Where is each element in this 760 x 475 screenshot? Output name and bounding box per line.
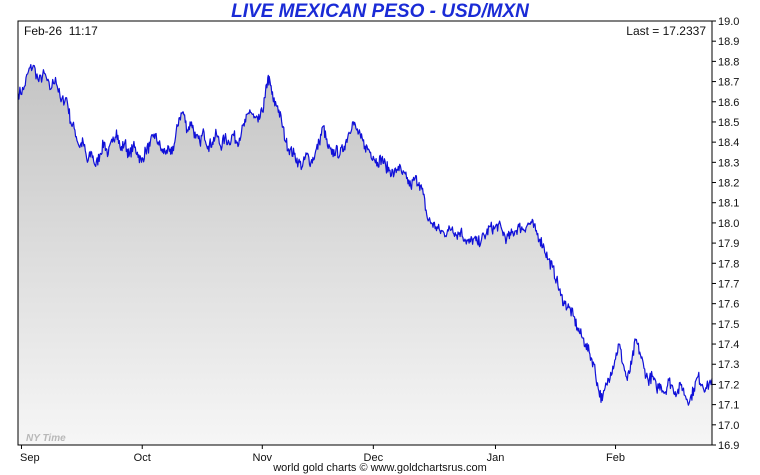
y-tick-label: 17.5: [718, 319, 739, 331]
y-tick-label: 18.8: [718, 56, 739, 68]
header-timestamp: Feb-26 11:17: [24, 24, 98, 38]
y-tick-label: 17.4: [718, 339, 739, 351]
y-tick-label: 17.3: [718, 359, 739, 371]
y-tick-label: 18.7: [718, 77, 739, 89]
x-tick-label: Sep: [20, 452, 40, 464]
series-line-usd-mxn: [17, 63, 713, 406]
y-tick-label: 17.8: [718, 258, 739, 270]
y-tick-label: 16.9: [718, 440, 739, 452]
x-tick-label: Feb: [606, 452, 625, 464]
footer-credit: world gold charts © www.goldchartsrus.co…: [273, 462, 487, 474]
y-axis: 16.9 17.0 17.1 17.2 17.3 17.4 17.5 17.6 17.7 17.8…: [712, 16, 739, 452]
y-tick-label: 17.0: [718, 420, 739, 432]
x-tick-label: Jan: [487, 452, 505, 464]
y-tick-label: 18.3: [718, 157, 739, 169]
y-tick-label: 19.0: [718, 16, 739, 28]
y-tick-label: 18.9: [718, 36, 739, 48]
y-tick-label: 17.1: [718, 400, 739, 412]
x-tick-label: Oct: [134, 452, 151, 464]
y-tick-label: 17.6: [718, 299, 739, 311]
y-tick-label: 18.6: [718, 97, 739, 109]
watermark-ny-time: NY Time: [26, 433, 66, 444]
line-layer: [17, 63, 713, 406]
x-tick-label: Dec: [364, 452, 384, 464]
series-area-fill: [18, 64, 712, 445]
y-tick-label: 18.4: [718, 137, 739, 149]
y-tick-label: 17.9: [718, 238, 739, 250]
x-tick-label: Nov: [253, 452, 273, 464]
area-layer: [18, 64, 712, 445]
y-tick-label: 18.5: [718, 117, 739, 129]
y-tick-label: 18.1: [718, 198, 739, 210]
y-tick-label: 18.2: [718, 178, 739, 190]
y-tick-label: 18.0: [718, 218, 739, 230]
plot-frame: [17, 20, 713, 446]
y-tick-label: 17.2: [718, 379, 739, 391]
x-axis: Sep Oct Nov Dec Jan Feb: [20, 445, 625, 464]
header-last-value: Last = 17.2337: [626, 24, 706, 38]
y-tick-label: 17.7: [718, 278, 739, 290]
chart-title: LIVE MEXICAN PESO - USD/MXN: [231, 1, 529, 22]
